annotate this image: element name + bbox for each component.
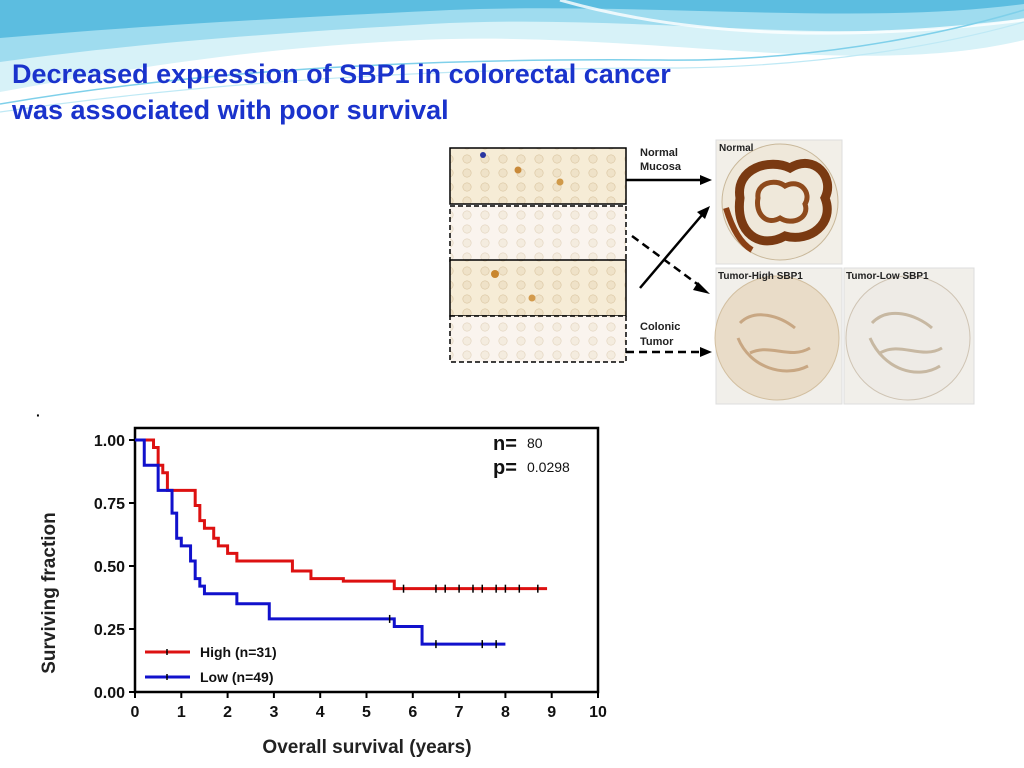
ihc-tumor-high-label: Tumor-High SBP1 xyxy=(718,271,803,282)
y-tick-label: 0.25 xyxy=(94,622,125,639)
x-tick-label: 6 xyxy=(408,704,417,721)
x-tick-label: 3 xyxy=(269,704,278,721)
slide-title: Decreased expression of SBP1 in colorect… xyxy=(12,56,872,128)
stats-annotation: n= 80 p= 0.0298 xyxy=(493,433,570,479)
ihc-image-normal xyxy=(715,139,843,265)
y-tick-label: 0.50 xyxy=(94,559,125,576)
legend-label: High (n=31) xyxy=(200,644,277,660)
p-value: 0.0298 xyxy=(527,459,570,475)
array-strip-tumor-2 xyxy=(449,315,627,363)
x-tick-label: 5 xyxy=(362,704,371,721)
tissue-array-figure: Normal Mucosa Colonic Tumor Normal Tumor… xyxy=(440,138,984,408)
y-tick-label: 0.75 xyxy=(94,496,125,513)
ihc-image-tumor-high xyxy=(714,267,843,405)
chart-series xyxy=(135,438,548,649)
ihc-tumor-low-label: Tumor-Low SBP1 xyxy=(846,271,929,282)
x-tick-label: 4 xyxy=(316,704,325,721)
legend-label: Low (n=49) xyxy=(200,669,274,685)
array-strip-tumor-1 xyxy=(449,205,627,263)
survival-chart: · 0 1 2 3 4 5 6 7 8 9 10 0.00 0.25 0.50 0.75 1.00 Survi… xyxy=(36,408,607,758)
arrows xyxy=(626,175,712,357)
y-axis-label: Surviving fraction xyxy=(39,512,60,674)
y-tick-label: 1.00 xyxy=(94,433,125,450)
p-label: p= xyxy=(493,457,517,479)
array-strip-normal-2 xyxy=(449,259,627,317)
x-axis-label: Overall survival (years) xyxy=(262,737,471,758)
header-wave-decoration xyxy=(0,0,1024,113)
x-tick-label: 1 xyxy=(177,704,186,721)
series-line-low xyxy=(135,438,506,646)
x-tick-label: 0 xyxy=(131,704,140,721)
n-value: 80 xyxy=(527,435,543,451)
title-line-2: was associated with poor survival xyxy=(12,95,449,125)
n-label: n= xyxy=(493,433,517,455)
stray-dot-mark: · xyxy=(36,408,41,423)
ihc-normal-label: Normal xyxy=(719,143,754,154)
chart-axes: 0 1 2 3 4 5 6 7 8 9 10 0.00 0.25 0.50 0.75 1.00 xyxy=(94,426,607,721)
colonic-tumor-label-line2: Tumor xyxy=(640,336,674,348)
chart-legend: High (n=31) Low (n=49) xyxy=(145,644,277,685)
x-tick-label: 2 xyxy=(223,704,232,721)
series-line-high xyxy=(135,438,548,591)
x-tick-label: 10 xyxy=(589,704,607,721)
y-tick-label: 0.00 xyxy=(94,685,125,702)
title-line-1: Decreased expression of SBP1 in colorect… xyxy=(12,59,671,89)
normal-mucosa-label-line1: Normal xyxy=(640,147,678,159)
array-strip-normal-1 xyxy=(449,147,627,205)
colonic-tumor-label-line1: Colonic xyxy=(640,321,680,333)
normal-mucosa-label-line2: Mucosa xyxy=(640,161,682,173)
x-tick-label: 8 xyxy=(501,704,510,721)
x-tick-label: 7 xyxy=(455,704,464,721)
x-tick-label: 9 xyxy=(547,704,556,721)
ihc-image-tumor-low xyxy=(843,267,975,405)
